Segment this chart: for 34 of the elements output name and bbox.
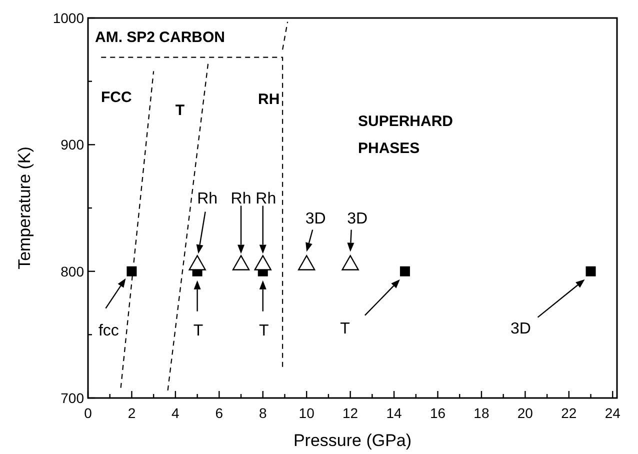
x-tick-label: 4	[172, 405, 180, 421]
x-tick-label: 10	[298, 405, 315, 421]
annotation: Rh	[197, 190, 218, 208]
annotation: T	[340, 320, 350, 338]
x-axis-title: Pressure (GPa)	[293, 431, 412, 450]
annotation: AM. SP2 CARBON	[95, 29, 226, 46]
x-tick-label: 16	[430, 405, 446, 421]
x-tick-label: 2	[128, 405, 136, 421]
annotation: FCC	[101, 89, 132, 106]
annotation: T	[258, 322, 269, 340]
annotation: 3D	[347, 210, 368, 228]
y-tick-label: 800	[60, 263, 84, 280]
annotation: 3D	[510, 320, 531, 338]
x-tick-label: 18	[474, 405, 490, 421]
annotation: RH	[258, 91, 280, 108]
y-axis-title: Temperature (K)	[15, 146, 34, 270]
annotation: T	[193, 322, 204, 340]
x-tick-label: 14	[386, 405, 402, 421]
y-tick-label: 700	[60, 390, 84, 406]
annotation: Rh	[256, 190, 276, 208]
x-tick-label: 20	[517, 405, 534, 421]
x-tick-label: 8	[258, 405, 267, 421]
annotation: Rh	[230, 190, 252, 208]
x-tick-label: 6	[215, 405, 224, 421]
annotation: fcc	[98, 322, 119, 340]
annotation: 3D	[305, 210, 326, 228]
y-tick-label: 900	[60, 136, 84, 153]
x-tick-label: 0	[84, 405, 92, 421]
annotation: SUPERHARD PHASES	[358, 113, 454, 157]
annotation: T	[175, 102, 185, 119]
x-tick-label: 22	[561, 405, 577, 421]
y-tick-label: 1000	[52, 10, 84, 26]
x-tick-label: 24	[604, 405, 621, 421]
x-tick-label: 12	[342, 405, 358, 421]
